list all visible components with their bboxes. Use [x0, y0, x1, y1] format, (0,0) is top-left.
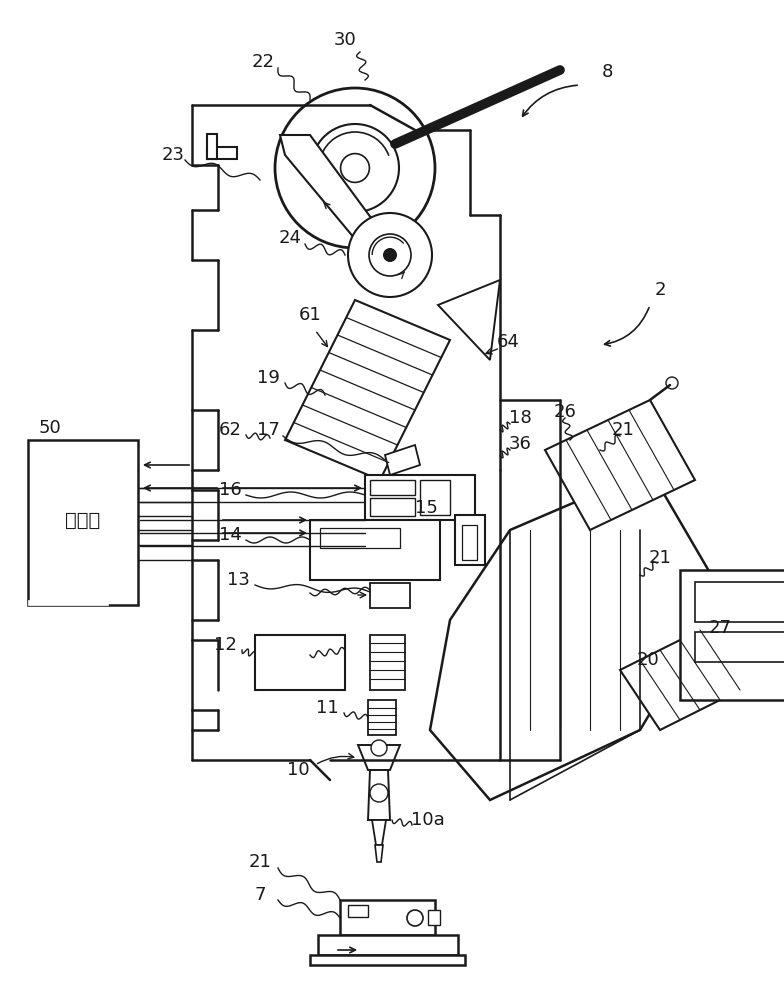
Text: 12: 12	[213, 636, 237, 654]
Polygon shape	[375, 845, 383, 862]
Text: 19: 19	[256, 369, 279, 387]
Text: 10: 10	[287, 761, 310, 779]
Polygon shape	[285, 300, 450, 480]
Bar	[310, 955, 465, 965]
Polygon shape	[620, 620, 760, 730]
Bar	[28, 600, 108, 605]
Bar	[340, 900, 435, 935]
Bar	[368, 700, 396, 735]
Text: 64: 64	[496, 333, 520, 351]
Text: 36: 36	[509, 435, 532, 453]
Bar	[370, 480, 415, 495]
Bar	[365, 475, 475, 520]
Circle shape	[666, 377, 678, 389]
Circle shape	[371, 740, 387, 756]
Bar	[320, 528, 400, 548]
Text: 24: 24	[278, 229, 302, 247]
Bar	[420, 480, 450, 515]
Circle shape	[348, 213, 432, 297]
Bar	[695, 632, 784, 662]
Circle shape	[383, 249, 396, 261]
Circle shape	[369, 234, 411, 276]
Polygon shape	[372, 820, 386, 845]
Text: 2: 2	[655, 281, 666, 299]
Circle shape	[340, 154, 369, 182]
Polygon shape	[438, 280, 500, 360]
Bar	[255, 635, 345, 690]
Text: 11: 11	[316, 699, 339, 717]
Bar	[28, 440, 138, 605]
Text: 20: 20	[637, 651, 659, 669]
Bar	[348, 905, 368, 917]
Text: 50: 50	[38, 419, 61, 437]
Bar	[428, 910, 440, 925]
Bar	[207, 147, 237, 159]
Polygon shape	[280, 135, 380, 245]
Bar	[318, 935, 458, 955]
Text: 21: 21	[648, 549, 671, 567]
Text: 14: 14	[219, 526, 241, 544]
Text: 8: 8	[601, 63, 612, 81]
Text: 16: 16	[219, 481, 241, 499]
Polygon shape	[430, 470, 720, 800]
Text: 15: 15	[415, 499, 437, 517]
Text: 21: 21	[612, 421, 634, 439]
Bar	[370, 498, 415, 516]
Bar	[455, 515, 485, 565]
Text: 30: 30	[334, 31, 357, 49]
Text: 21: 21	[249, 853, 271, 871]
Bar	[370, 635, 405, 690]
Polygon shape	[545, 400, 695, 530]
Bar	[207, 134, 217, 159]
Text: 23: 23	[162, 146, 184, 164]
Text: 61: 61	[299, 306, 321, 324]
Bar	[462, 525, 477, 560]
Circle shape	[275, 88, 435, 248]
Circle shape	[407, 910, 423, 926]
Bar	[695, 582, 784, 622]
Text: 17: 17	[256, 421, 279, 439]
Text: 22: 22	[252, 53, 274, 71]
Text: 62: 62	[219, 421, 241, 439]
Text: 18: 18	[509, 409, 532, 427]
Text: 26: 26	[554, 403, 576, 421]
Polygon shape	[358, 745, 400, 770]
Text: 7: 7	[254, 886, 266, 904]
Text: 10a: 10a	[411, 811, 445, 829]
Bar	[680, 570, 784, 700]
Bar	[370, 583, 410, 608]
Polygon shape	[385, 445, 420, 475]
Circle shape	[370, 784, 388, 802]
Text: 13: 13	[227, 571, 249, 589]
Text: 27: 27	[709, 619, 731, 637]
Text: 控制部: 控制部	[65, 510, 100, 530]
Circle shape	[311, 124, 399, 212]
Bar	[310, 520, 440, 580]
Polygon shape	[368, 770, 390, 820]
